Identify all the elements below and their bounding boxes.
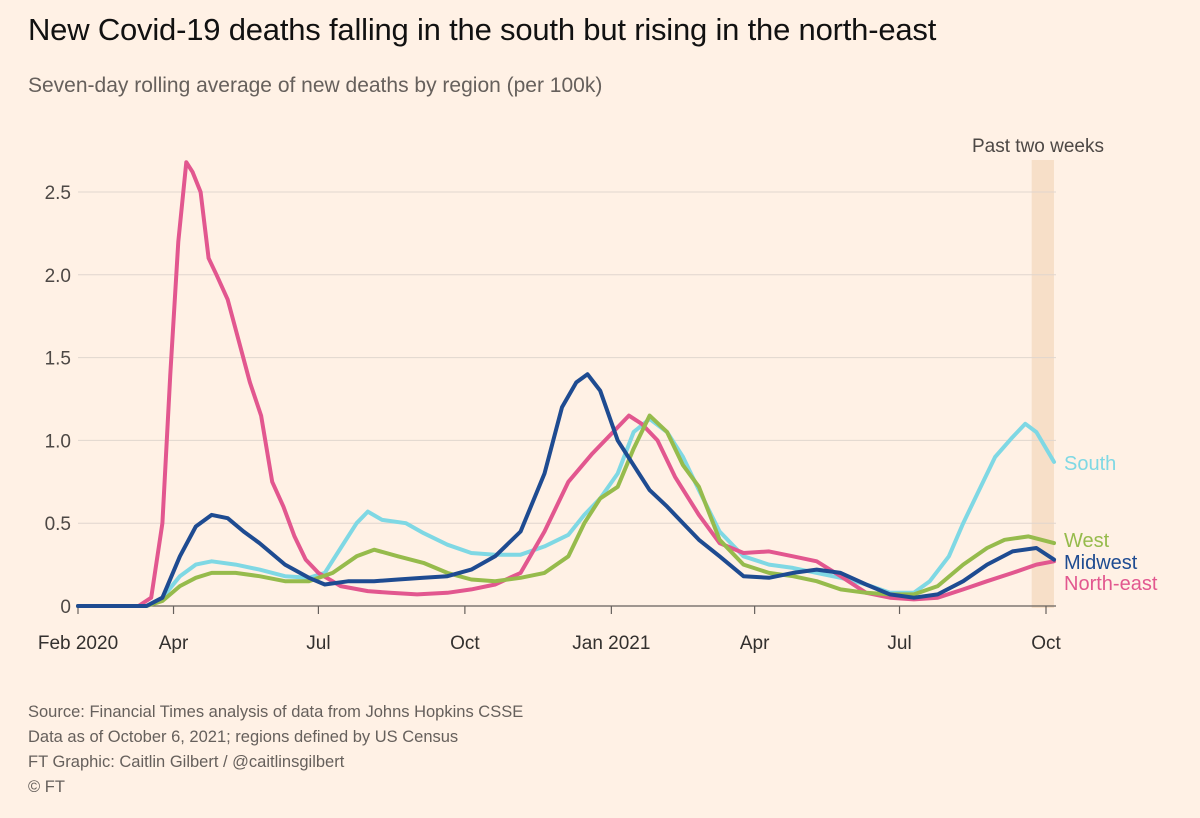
past-two-weeks-band <box>1031 160 1054 608</box>
credit-note: FT Graphic: Caitlin Gilbert / @caitlinsg… <box>28 753 345 771</box>
x-tick-label: Feb 2020 <box>38 633 118 654</box>
data-note: Data as of October 6, 2021; regions defi… <box>28 728 459 746</box>
x-tick-label: Apr <box>740 633 770 654</box>
x-tick-label: Jul <box>887 633 911 654</box>
y-tick-label: 0.5 <box>45 514 71 535</box>
series-label-west: West <box>1064 530 1110 552</box>
series-label-northeast: North-east <box>1064 573 1158 595</box>
y-tick-label: 0 <box>60 597 71 618</box>
series-label-south: South <box>1064 453 1116 475</box>
y-tick-label: 1.5 <box>45 349 71 370</box>
series-line-midwest <box>76 372 1056 608</box>
y-tick-label: 2.0 <box>45 266 71 287</box>
x-tick-label: Oct <box>1031 633 1061 654</box>
x-tick-label: Apr <box>159 633 189 654</box>
chart-footer: Source: Financial Times analysis of data… <box>28 700 523 800</box>
copyright: © FT <box>28 778 65 796</box>
line-chart: 0 0.5 1.0 1.5 2.0 2.5 Feb 2020 Apr Jul Oct Jan 20… <box>38 136 1158 654</box>
series-label-midwest: Midwest <box>1064 552 1138 574</box>
chart-title: New Covid-19 deaths falling in the south… <box>28 12 937 47</box>
y-tick-label: 1.0 <box>45 431 71 452</box>
x-tick-label: Jan 2021 <box>572 633 650 654</box>
x-tick-label: Oct <box>450 633 480 654</box>
source-note: Source: Financial Times analysis of data… <box>28 703 524 721</box>
series-line-northeast <box>76 160 1056 608</box>
x-tick-label: Jul <box>306 633 330 654</box>
series-line-south <box>76 416 1056 608</box>
y-tick-label: 2.5 <box>45 183 71 204</box>
chart-subtitle: Seven-day rolling average of new deaths … <box>28 74 603 97</box>
past-two-weeks-annotation: Past two weeks <box>972 136 1104 157</box>
series-line-west <box>76 413 1056 608</box>
